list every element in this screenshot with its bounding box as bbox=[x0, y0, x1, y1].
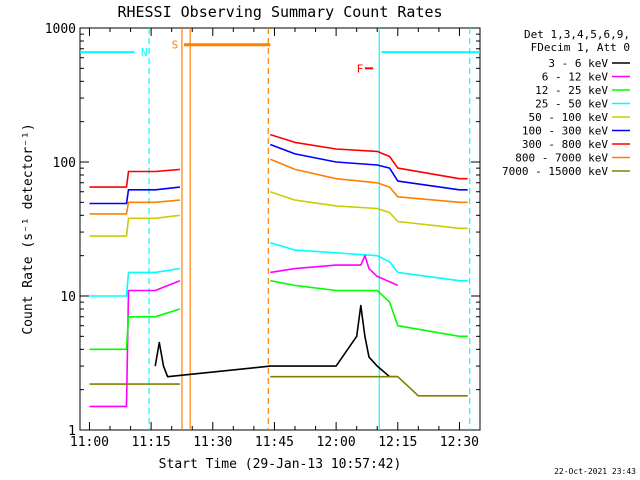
x-tick-label-1: 11:15 bbox=[132, 435, 171, 450]
y-tick-label-0: 1 bbox=[68, 424, 76, 439]
legend-label-7: 800 - 7000 keV bbox=[515, 152, 608, 165]
legend-header-0: Det 1,3,4,5,6,9, bbox=[524, 28, 630, 41]
series-line-6-1 bbox=[270, 279, 468, 338]
x-tick-label-6: 12:30 bbox=[440, 435, 479, 450]
boundary-lines bbox=[148, 28, 471, 430]
series-line-7-0 bbox=[154, 304, 398, 378]
x-axis-ticks: 11:00 11:15 11:30 11:45 12:00 12:15 12:30 bbox=[70, 28, 481, 450]
legend-header-1: FDecim 1, Att 0 bbox=[531, 41, 630, 54]
flag-label-n: N bbox=[141, 46, 148, 59]
y-tick-label-1: 10 bbox=[60, 290, 76, 305]
flag-bars: N S F bbox=[80, 39, 480, 75]
legend-label-0: 3 - 6 keV bbox=[548, 57, 608, 70]
x-tick-label-0: 11:00 bbox=[70, 435, 109, 450]
legend-label-2: 12 - 25 keV bbox=[535, 84, 608, 97]
series-line-2-0 bbox=[89, 199, 180, 215]
y-tick-label-2: 100 bbox=[53, 156, 76, 171]
y-tick-label-3: 1000 bbox=[45, 22, 76, 37]
x-tick-label-3: 11:45 bbox=[255, 435, 294, 450]
series-line-1-0 bbox=[89, 186, 180, 205]
legend-label-5: 100 - 300 keV bbox=[522, 125, 608, 138]
series-line-4-1 bbox=[270, 241, 468, 282]
series-line-0-0 bbox=[89, 168, 180, 188]
series-line-5-1 bbox=[270, 254, 399, 287]
legend-label-6: 300 - 800 keV bbox=[522, 138, 608, 151]
series-line-8-1 bbox=[270, 375, 468, 397]
flag-label-f: F bbox=[357, 62, 364, 75]
x-tick-label-4: 12:00 bbox=[317, 435, 356, 450]
plot-area: N S F 1 10 100 1000 11:00 11:15 11:30 11:45 12:00… bbox=[45, 22, 481, 450]
x-tick-label-2: 11:30 bbox=[193, 435, 232, 450]
series-lines bbox=[89, 133, 468, 408]
legend-label-1: 6 - 12 keV bbox=[542, 71, 609, 84]
legend: Det 1,3,4,5,6,9,FDecim 1, Att 0 3 - 6 keV… bbox=[502, 28, 630, 178]
legend-label-8: 7000 - 15000 keV bbox=[502, 165, 608, 178]
series-line-4-0 bbox=[89, 267, 181, 297]
legend-label-4: 50 - 100 keV bbox=[529, 111, 609, 124]
series-line-2-1 bbox=[269, 158, 468, 204]
footer-date: 22-Oct-2021 23:43 bbox=[554, 467, 636, 476]
y-axis-label: Count Rate (s⁻¹ detector⁻¹) bbox=[21, 123, 36, 334]
series-line-0-1 bbox=[270, 133, 468, 180]
chart-title: RHESSI Observing Summary Count Rates bbox=[117, 3, 442, 21]
series-line-1-1 bbox=[270, 143, 468, 191]
flag-label-s: S bbox=[172, 39, 179, 52]
plot-frame bbox=[79, 27, 481, 431]
series-line-6-0 bbox=[89, 308, 181, 351]
series-line-5-0 bbox=[89, 279, 181, 408]
x-tick-label-5: 12:15 bbox=[378, 435, 417, 450]
series-line-3-1 bbox=[270, 190, 468, 230]
series-line-3-0 bbox=[89, 214, 180, 237]
legend-label-3: 25 - 50 keV bbox=[535, 98, 608, 111]
x-axis-label: Start Time (29-Jan-13 10:57:42) bbox=[159, 457, 402, 472]
y-axis-ticks: 1 10 100 1000 bbox=[45, 22, 480, 439]
